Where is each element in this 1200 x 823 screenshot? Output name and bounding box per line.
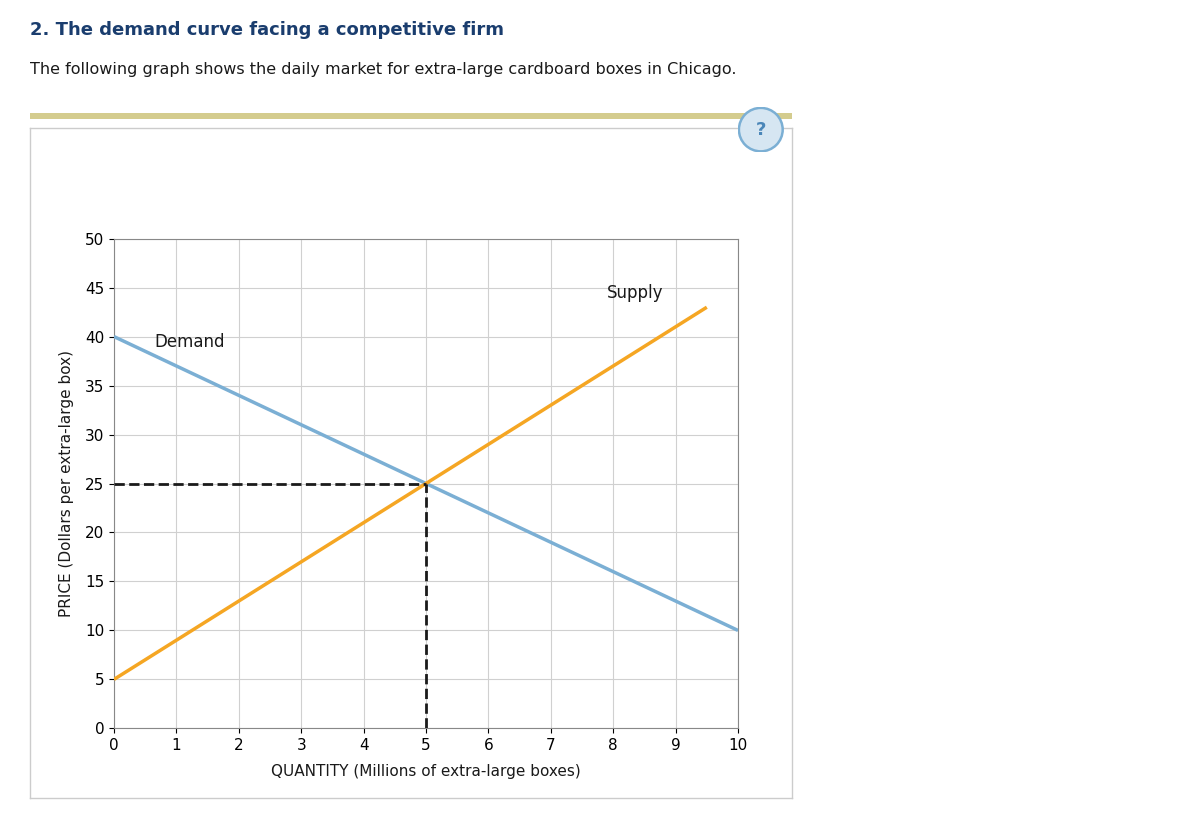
Text: 2. The demand curve facing a competitive firm: 2. The demand curve facing a competitive… [30, 21, 504, 39]
Text: Demand: Demand [155, 332, 226, 351]
X-axis label: QUANTITY (Millions of extra-large boxes): QUANTITY (Millions of extra-large boxes) [271, 765, 581, 779]
Text: The following graph shows the daily market for extra-large cardboard boxes in Ch: The following graph shows the daily mark… [30, 62, 737, 77]
Circle shape [739, 108, 782, 151]
Text: Supply: Supply [607, 284, 664, 301]
Text: ?: ? [756, 121, 766, 138]
Y-axis label: PRICE (Dollars per extra-large box): PRICE (Dollars per extra-large box) [59, 350, 73, 617]
